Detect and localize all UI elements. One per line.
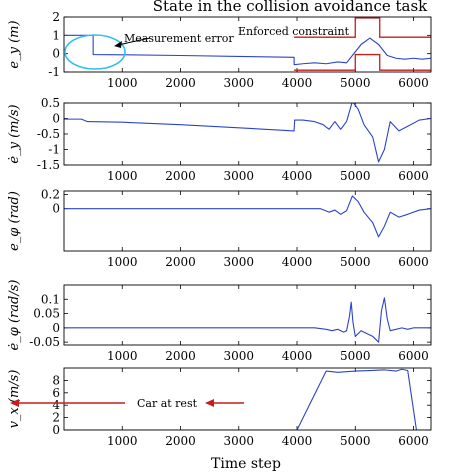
series-line [64,368,431,430]
y-tick-label: -1.5 [37,158,60,172]
y-tick-label: 0.5 [41,96,60,110]
x-tick-label: 5000 [340,434,371,448]
plot-frame [63,16,432,73]
x-tick-label: 3000 [223,434,254,448]
y-tick-label: 2 [52,10,60,24]
x-tick-label: 5000 [340,76,371,90]
x-tick-label: 4000 [282,349,313,363]
x-tick-label: 4000 [282,169,313,183]
y-axis-label: e_φ (rad) [7,191,22,251]
measurement-error-arrow [117,37,151,46]
x-tick-label: 2000 [165,434,196,448]
x-tick-label: 3000 [223,255,254,269]
x-tick-label: 5000 [340,169,371,183]
x-tick-label: 3000 [223,169,254,183]
y-tick-label: -0.05 [29,335,60,349]
y-tick-label: 0 [52,202,60,216]
series-line [64,195,431,238]
y-tick-label: 1 [52,28,60,42]
x-tick-label: 6000 [398,349,429,363]
car-at-rest-label: Car at rest [137,397,198,410]
figure-title: State in the collision avoidance task [153,0,428,15]
y-tick-label: -1 [48,65,60,79]
x-tick-label: 3000 [223,349,254,363]
measurement-error-arrowhead [114,41,122,48]
y-tick-label: 0 [52,321,60,335]
annotations: Measurement error Enforced constraint Ca… [10,25,350,410]
x-tick-label: 6000 [398,434,429,448]
enforced-constraint-label: Enforced constraint [238,25,350,38]
x-tick-label: 1000 [107,255,138,269]
x-tick-label: 2000 [165,169,196,183]
x-axis-label: Time step [211,456,281,472]
x-tick-label: 1000 [107,434,138,448]
y-tick-label: 0.1 [41,292,60,306]
x-tick-label: 2000 [165,349,196,363]
x-tick-label: 4000 [282,434,313,448]
x-tick-label: 2000 [165,255,196,269]
x-tick-label: 1000 [107,349,138,363]
x-tick-label: 1000 [107,76,138,90]
x-tick-label: 3000 [223,76,254,90]
car-at-rest-left-arrowhead [10,399,19,407]
panel-1: -1 0 1 2 1000 2000 3000 4000 5000 6000 e_y (m) [7,10,432,90]
car-at-rest-right-arrowhead [205,399,214,407]
plot-frame [63,284,432,346]
plot-frame [63,102,432,166]
y-tick-label: 0 [52,112,60,126]
y-tick-label: 0.2 [41,188,60,202]
series-line [64,103,431,163]
x-tick-label: 5000 [340,255,371,269]
constraint-line-upper [294,17,431,38]
measurement-error-highlight [64,34,126,70]
x-tick-label: 1000 [107,169,138,183]
plot-frame [63,190,432,252]
y-tick-label: 2 [52,411,60,425]
plot-frame [63,367,432,431]
x-tick-label: 5000 [340,349,371,363]
series-line [64,34,431,66]
x-tick-label: 2000 [165,76,196,90]
constraint-line-lower [294,53,431,71]
series-line [64,297,431,343]
y-tick-label: -0.5 [37,127,60,141]
y-axis-label: ė_φ (rad/s) [7,280,22,351]
y-axis-label: v_x (m/s) [7,370,22,429]
y-axis-label: ė_y (m/s) [7,104,22,163]
x-tick-label: 6000 [398,76,429,90]
x-tick-label: 4000 [282,255,313,269]
y-tick-label: 0.05 [33,307,60,321]
x-tick-label: 4000 [282,76,313,90]
panel-2: -1.5-1 -0.50 0.5 1000 2000 3000 4000 5000 6000 ė_… [7,96,432,183]
y-tick-label: 4 [52,398,60,412]
measurement-error-label: Measurement error [124,32,234,45]
y-tick-label: 8 [52,373,60,387]
y-tick-label: 0 [52,47,60,61]
x-tick-label: 6000 [398,255,429,269]
x-tick-label: 6000 [398,169,429,183]
y-tick-label: 6 [52,386,60,400]
y-axis-label: e_y (m) [7,20,22,68]
y-tick-label: 0 [52,423,60,437]
y-tick-label: -1 [48,143,60,157]
panel-3: 00.2 1000 2000 3000 4000 5000 6000 e_φ (rad) [7,188,432,269]
